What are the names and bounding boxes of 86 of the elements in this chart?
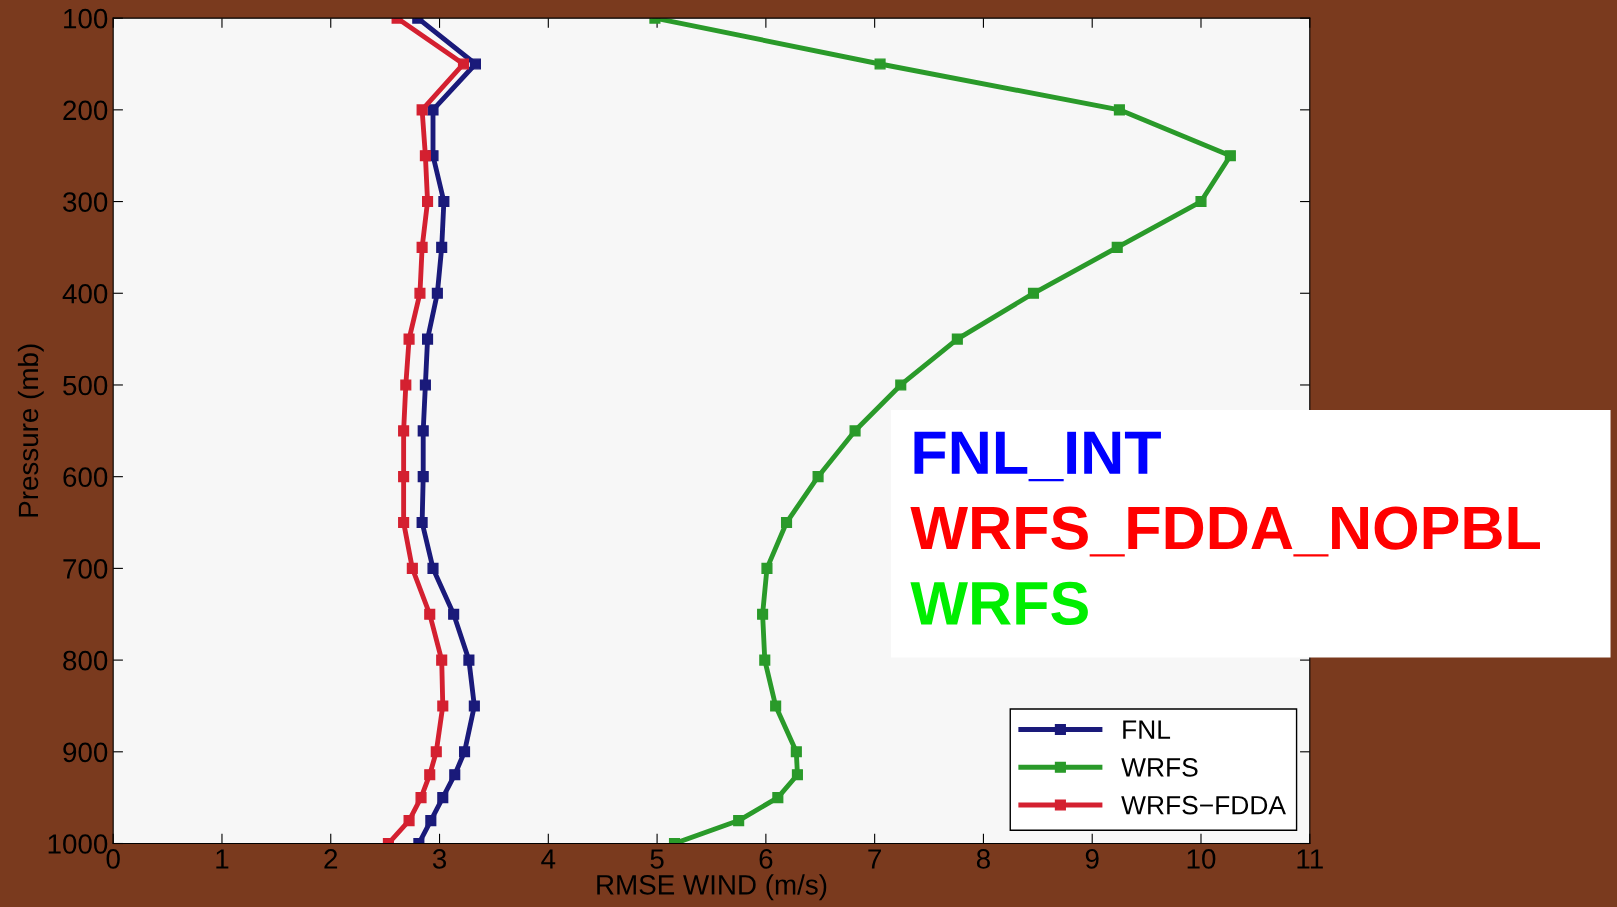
point [437, 700, 449, 712]
legend-label: FNL [1123, 720, 1171, 739]
point [438, 195, 450, 208]
point [419, 379, 431, 391]
annotation: WRFS_FDDA_NOPBL [910, 506, 1540, 557]
point [449, 769, 461, 781]
point [448, 608, 460, 620]
point [1224, 150, 1236, 162]
point [415, 792, 427, 804]
x-tick-label: 7 [868, 849, 881, 869]
annotation: WRFS [910, 581, 1088, 625]
x-tick-label: 6 [759, 849, 773, 869]
point [772, 792, 784, 804]
x-tick-label: 10 [1187, 849, 1216, 869]
point [458, 746, 471, 758]
point [733, 815, 745, 827]
point [436, 654, 448, 666]
point [436, 241, 448, 253]
point [874, 58, 886, 70]
point [398, 425, 410, 437]
point [757, 608, 769, 620]
point [457, 58, 470, 70]
x-tick-label: 9 [1085, 849, 1099, 869]
point [895, 379, 907, 391]
x-axis-title: RMSE WIND (m/s) [597, 874, 827, 901]
legend-label: WRFS [1121, 758, 1198, 777]
point [770, 700, 782, 712]
x-tick-label: 5 [650, 849, 664, 869]
point [812, 471, 824, 483]
point [759, 654, 771, 666]
y-axis-title: Pressure (mb) [17, 344, 44, 517]
point [1113, 104, 1125, 116]
x-tick-label: 8 [976, 849, 990, 869]
point [417, 425, 429, 437]
point [403, 815, 415, 827]
point [403, 333, 415, 345]
point [431, 287, 443, 299]
point [427, 562, 439, 574]
y-tick-label: 900 [63, 742, 108, 763]
point [849, 425, 861, 437]
x-tick-label: 1 [216, 849, 229, 869]
y-tick-label: 500 [63, 375, 108, 396]
y-tick-label: 200 [63, 100, 108, 121]
point [414, 287, 426, 299]
point [427, 104, 439, 116]
point [419, 150, 431, 162]
y-tick-label: 700 [63, 559, 108, 579]
point [780, 516, 793, 529]
point [430, 746, 442, 758]
point [791, 769, 803, 781]
legend-label: WRFS−FDDA [1121, 795, 1286, 815]
y-tick-label: 400 [62, 283, 108, 304]
point [1027, 287, 1040, 299]
point [400, 379, 412, 391]
point [425, 815, 437, 827]
point [437, 792, 449, 804]
point [468, 700, 480, 712]
y-tick-label: 100 [64, 8, 108, 29]
point [1111, 241, 1123, 253]
point [416, 104, 428, 116]
annotation: FNL_INT [914, 431, 1161, 482]
point [424, 608, 436, 620]
point [398, 516, 410, 529]
y-tick-label: 800 [63, 650, 108, 671]
point [422, 333, 434, 345]
y-tick-label: 1000 [48, 834, 108, 854]
y-tick-label: 600 [63, 467, 108, 488]
x-tick-label: 11 [1297, 849, 1323, 869]
point [424, 769, 436, 781]
point [469, 58, 481, 70]
x-tick-label: 2 [324, 849, 338, 869]
point [790, 746, 802, 758]
point [761, 562, 773, 574]
point [398, 471, 410, 483]
point [951, 333, 963, 345]
point [416, 241, 428, 253]
point [417, 471, 429, 483]
x-tick-label: 4 [541, 849, 556, 869]
x-tick-label: 3 [432, 849, 447, 869]
point [406, 562, 418, 574]
point [1195, 195, 1207, 208]
point [416, 516, 428, 529]
point [463, 654, 475, 666]
x-tick-label: 0 [106, 849, 120, 869]
y-tick-label: 300 [63, 192, 108, 212]
point [422, 195, 434, 208]
